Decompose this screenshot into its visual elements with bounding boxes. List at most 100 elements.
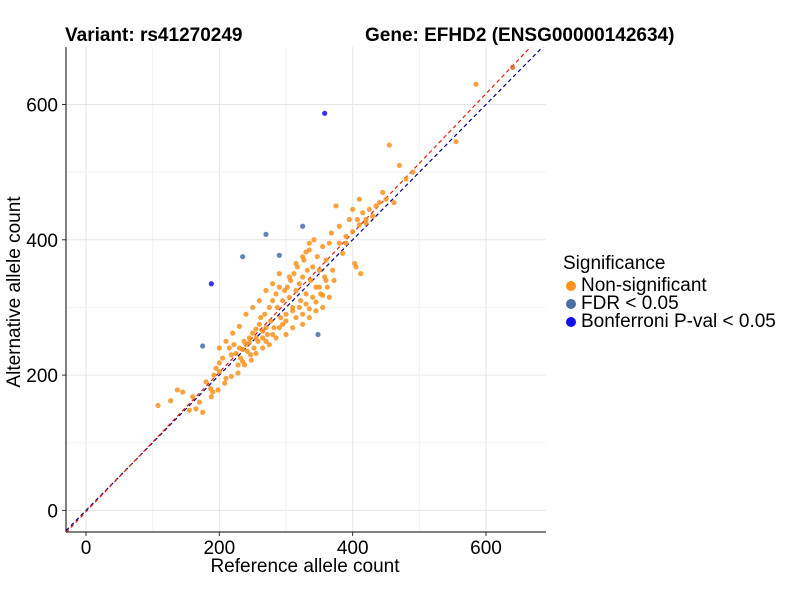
data-point: [293, 260, 299, 267]
data-point: [228, 352, 234, 358]
data-point: [248, 357, 254, 363]
data-point: [216, 360, 222, 366]
data-point: [310, 294, 316, 300]
data-point: [273, 335, 279, 341]
data-point: [316, 284, 322, 290]
data-point: [251, 345, 257, 351]
data-point: [216, 369, 222, 375]
data-point: [350, 206, 356, 212]
data-point: [276, 271, 282, 277]
data-point: [356, 222, 362, 228]
data-point: [306, 314, 312, 321]
data-point: [311, 237, 317, 243]
legend-title: Significance: [563, 253, 666, 274]
data-point: [253, 326, 259, 332]
data-point: [331, 277, 337, 283]
data-point: [283, 318, 289, 324]
data-point: [403, 176, 409, 182]
data-point: [213, 365, 219, 371]
data-point: [270, 281, 276, 287]
data-point: [274, 304, 280, 311]
data-point: [346, 216, 352, 223]
data-point: [230, 330, 236, 336]
data-point: [396, 162, 402, 168]
data-point: [303, 291, 309, 297]
data-point: [298, 298, 304, 304]
data-point: [250, 330, 256, 336]
data-point: [276, 284, 282, 290]
data-point: [373, 203, 379, 209]
data-point: [266, 304, 272, 311]
data-point: [200, 343, 206, 349]
data-point: [193, 406, 199, 412]
data-point: [276, 252, 282, 258]
data-point: [223, 375, 229, 382]
data-point: [310, 264, 316, 270]
legend-item: FDR < 0.05: [563, 293, 776, 314]
data-point: [231, 342, 237, 348]
data-point: [333, 203, 339, 209]
data-point: [306, 306, 312, 312]
legend-item: Bonferroni P-val < 0.05: [563, 311, 776, 332]
data-point: [328, 230, 334, 236]
data-point: [366, 206, 372, 212]
data-point: [215, 387, 221, 393]
data-point: [270, 331, 276, 338]
data-point: [314, 254, 320, 260]
data-point: [283, 311, 289, 317]
data-point: [223, 338, 229, 344]
data-point: [186, 407, 192, 413]
data-point: [200, 409, 206, 415]
data-point: [233, 350, 239, 357]
x-tick-label: 400: [337, 538, 369, 559]
tick-labels: 0 200 400 600 0 200 400 600: [26, 95, 502, 559]
x-tick-label: 0: [81, 538, 92, 559]
data-point: [510, 64, 516, 70]
data-point: [293, 287, 299, 294]
data-point: [263, 287, 269, 294]
data-point: [228, 373, 234, 380]
data-point: [296, 281, 302, 287]
data-point: [291, 271, 297, 277]
data-point: [343, 240, 349, 246]
data-point: [350, 229, 356, 235]
data-point: [174, 387, 180, 393]
data-point: [208, 281, 214, 287]
data-point: [243, 311, 249, 317]
data-point: [168, 398, 174, 404]
data-point: [315, 331, 321, 338]
data-point: [380, 189, 386, 196]
data-point: [263, 231, 269, 237]
y-tick-label: 200: [26, 366, 58, 387]
data-point: [283, 331, 289, 338]
data-point: [244, 348, 250, 354]
data-point: [263, 325, 269, 331]
data-point: [303, 249, 309, 255]
data-point: [376, 199, 382, 206]
data-point: [363, 216, 369, 223]
data-point: [370, 213, 376, 219]
data-point: [260, 328, 266, 334]
data-point: [326, 240, 332, 246]
data-point: [280, 321, 286, 327]
data-point: [336, 223, 342, 229]
data-point: [208, 394, 214, 400]
data-point: [203, 379, 209, 385]
legend-label: FDR < 0.05: [581, 293, 679, 314]
data-point: [293, 314, 299, 321]
legend-dot-icon: [566, 317, 576, 327]
legend-label: Bonferroni P-val < 0.05: [581, 311, 776, 332]
legend-dot-icon: [566, 281, 576, 291]
data-point: [340, 250, 346, 256]
data-point: [300, 321, 306, 327]
data-point: [211, 372, 217, 378]
data-point: [304, 267, 310, 273]
data-point: [356, 196, 362, 202]
data-point: [386, 142, 392, 148]
data-point: [330, 267, 336, 273]
data-point: [278, 314, 284, 321]
variant-title: Variant: rs41270249: [65, 25, 243, 46]
data-point: [391, 199, 397, 206]
data-point: [248, 352, 254, 358]
